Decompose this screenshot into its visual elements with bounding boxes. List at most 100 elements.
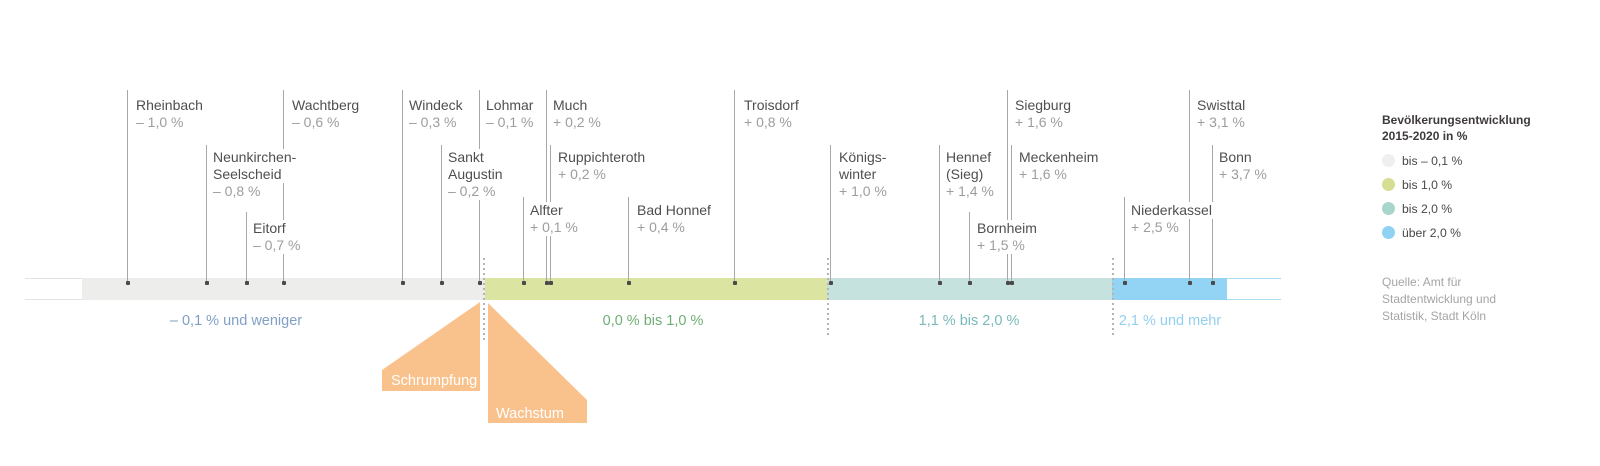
scale-segment bbox=[485, 278, 827, 300]
city-value: – 0,6 % bbox=[292, 114, 343, 131]
city-marker-line bbox=[283, 90, 284, 283]
city-name: Rheinbach bbox=[136, 97, 206, 114]
city-label: Hennef (Sieg) + 1,4 % bbox=[946, 149, 997, 200]
city-name: Troisdorf bbox=[744, 97, 802, 114]
city-label: Troisdorf + 0,8 % bbox=[744, 97, 802, 131]
segment-range-label: – 0,1 % und weniger bbox=[169, 313, 303, 329]
city-label: Windeck – 0,3 % bbox=[409, 97, 466, 131]
threshold-dotted-line bbox=[483, 258, 485, 341]
legend-item-label: über 2,0 % bbox=[1402, 225, 1461, 240]
city-marker-line bbox=[441, 145, 442, 283]
city-value: – 0,1 % bbox=[486, 114, 537, 131]
city-marker-dot bbox=[1187, 281, 1192, 285]
city-name: Windeck bbox=[409, 97, 466, 114]
city-label: Neunkirchen- Seelscheid – 0,8 % bbox=[213, 149, 300, 200]
legend-color-dot bbox=[1382, 178, 1395, 191]
city-name: Wachtberg bbox=[292, 97, 363, 114]
city-value: – 0,7 % bbox=[253, 237, 304, 254]
legend-color-dot bbox=[1382, 154, 1395, 167]
legend-item-label: bis 1,0 % bbox=[1402, 177, 1453, 192]
shrink-arrow-label: Schrumpfung bbox=[391, 373, 477, 389]
city-name: Siegburg bbox=[1015, 97, 1075, 114]
city-label: Bornheim + 1,5 % bbox=[977, 220, 1040, 254]
city-marker-dot bbox=[1210, 281, 1215, 285]
city-marker-line bbox=[939, 145, 940, 283]
source-line1: Quelle: Amt für Stadtentwicklung und bbox=[1382, 275, 1497, 306]
shrink-arrow-shape bbox=[382, 302, 480, 391]
city-marker-dot bbox=[626, 281, 631, 285]
scale-open-end-right bbox=[1227, 278, 1281, 300]
city-value: – 0,2 % bbox=[448, 183, 499, 200]
city-marker-line bbox=[546, 90, 547, 283]
city-value: – 1,0 % bbox=[136, 114, 187, 131]
city-name: Seelscheid bbox=[213, 166, 285, 183]
city-name: winter bbox=[839, 166, 880, 183]
city-marker-line bbox=[402, 90, 403, 283]
city-name: Neunkirchen- bbox=[213, 149, 300, 166]
city-label: Meckenheim + 1,6 % bbox=[1019, 149, 1102, 183]
city-value: – 0,8 % bbox=[213, 183, 264, 200]
legend-color-dot bbox=[1382, 202, 1395, 215]
city-label: Siegburg + 1,6 % bbox=[1015, 97, 1075, 131]
city-label: Eitorf – 0,7 % bbox=[253, 220, 304, 254]
city-marker-dot bbox=[548, 281, 553, 285]
city-marker-line bbox=[1007, 90, 1008, 283]
city-marker-line bbox=[1011, 145, 1012, 283]
city-label: Bonn + 3,7 % bbox=[1219, 149, 1270, 183]
source-line2: Statistik, Stadt Köln bbox=[1382, 309, 1487, 323]
city-label: Rheinbach – 1,0 % bbox=[136, 97, 206, 131]
city-marker-line bbox=[523, 197, 524, 283]
growth-arrow-label: Wachstum bbox=[496, 406, 564, 422]
city-label: Alfter + 0,1 % bbox=[530, 202, 581, 236]
city-value: + 1,0 % bbox=[839, 183, 890, 200]
city-name: Bonn bbox=[1219, 149, 1255, 166]
city-name: Ruppichteroth bbox=[558, 149, 649, 166]
city-name: Alfter bbox=[530, 202, 566, 219]
legend-item: bis – 0,1 % bbox=[1382, 153, 1463, 168]
city-marker-dot bbox=[477, 281, 482, 285]
city-name: Bad Honnef bbox=[637, 202, 714, 219]
city-name: Augustin bbox=[448, 166, 506, 183]
city-name: Sankt bbox=[448, 149, 487, 166]
city-marker-dot bbox=[828, 281, 833, 285]
city-marker-line bbox=[830, 145, 831, 283]
threshold-dotted-line bbox=[827, 258, 829, 335]
city-marker-dot bbox=[281, 281, 286, 285]
segment-range-label: 2,1 % und mehr bbox=[1118, 313, 1222, 329]
city-marker-dot bbox=[1009, 281, 1014, 285]
legend-item: über 2,0 % bbox=[1382, 225, 1462, 240]
scale-segment bbox=[1112, 278, 1227, 300]
city-value: + 3,1 % bbox=[1197, 114, 1248, 131]
city-label: Ruppichteroth + 0,2 % bbox=[558, 149, 649, 183]
city-marker-dot bbox=[125, 281, 130, 285]
growth-arrow-shape bbox=[488, 303, 587, 423]
city-marker-dot bbox=[967, 281, 972, 285]
city-label: Sankt Augustin – 0,2 % bbox=[448, 149, 506, 200]
city-value: + 0,4 % bbox=[637, 219, 688, 236]
city-marker-dot bbox=[244, 281, 249, 285]
city-name: Meckenheim bbox=[1019, 149, 1102, 166]
city-name: Eitorf bbox=[253, 220, 289, 237]
city-label: Königs-winter + 1,0 % bbox=[839, 149, 890, 200]
scale-segment bbox=[827, 278, 1112, 300]
scale-open-end-left bbox=[25, 278, 82, 300]
city-value: + 0,8 % bbox=[744, 114, 795, 131]
city-marker-dot bbox=[544, 281, 549, 285]
legend-item-label: bis – 0,1 % bbox=[1402, 153, 1463, 168]
city-label: Niederkassel + 2,5 % bbox=[1131, 202, 1215, 236]
city-name: Much bbox=[553, 97, 591, 114]
city-label: Wachtberg – 0,6 % bbox=[292, 97, 363, 131]
city-name: Swisttal bbox=[1197, 97, 1249, 114]
city-label: Bad Honnef + 0,4 % bbox=[637, 202, 714, 236]
legend-item-label: bis 2,0 % bbox=[1402, 201, 1453, 216]
city-value: + 1,6 % bbox=[1015, 114, 1066, 131]
city-label: Lohmar – 0,1 % bbox=[486, 97, 537, 131]
city-value: + 0,1 % bbox=[530, 219, 581, 236]
city-marker-dot bbox=[439, 281, 444, 285]
city-marker-line bbox=[734, 90, 735, 283]
city-marker-dot bbox=[521, 281, 526, 285]
city-marker-line bbox=[628, 197, 629, 283]
city-label: Swisttal + 3,1 % bbox=[1197, 97, 1249, 131]
city-value: + 2,5 % bbox=[1131, 219, 1182, 236]
